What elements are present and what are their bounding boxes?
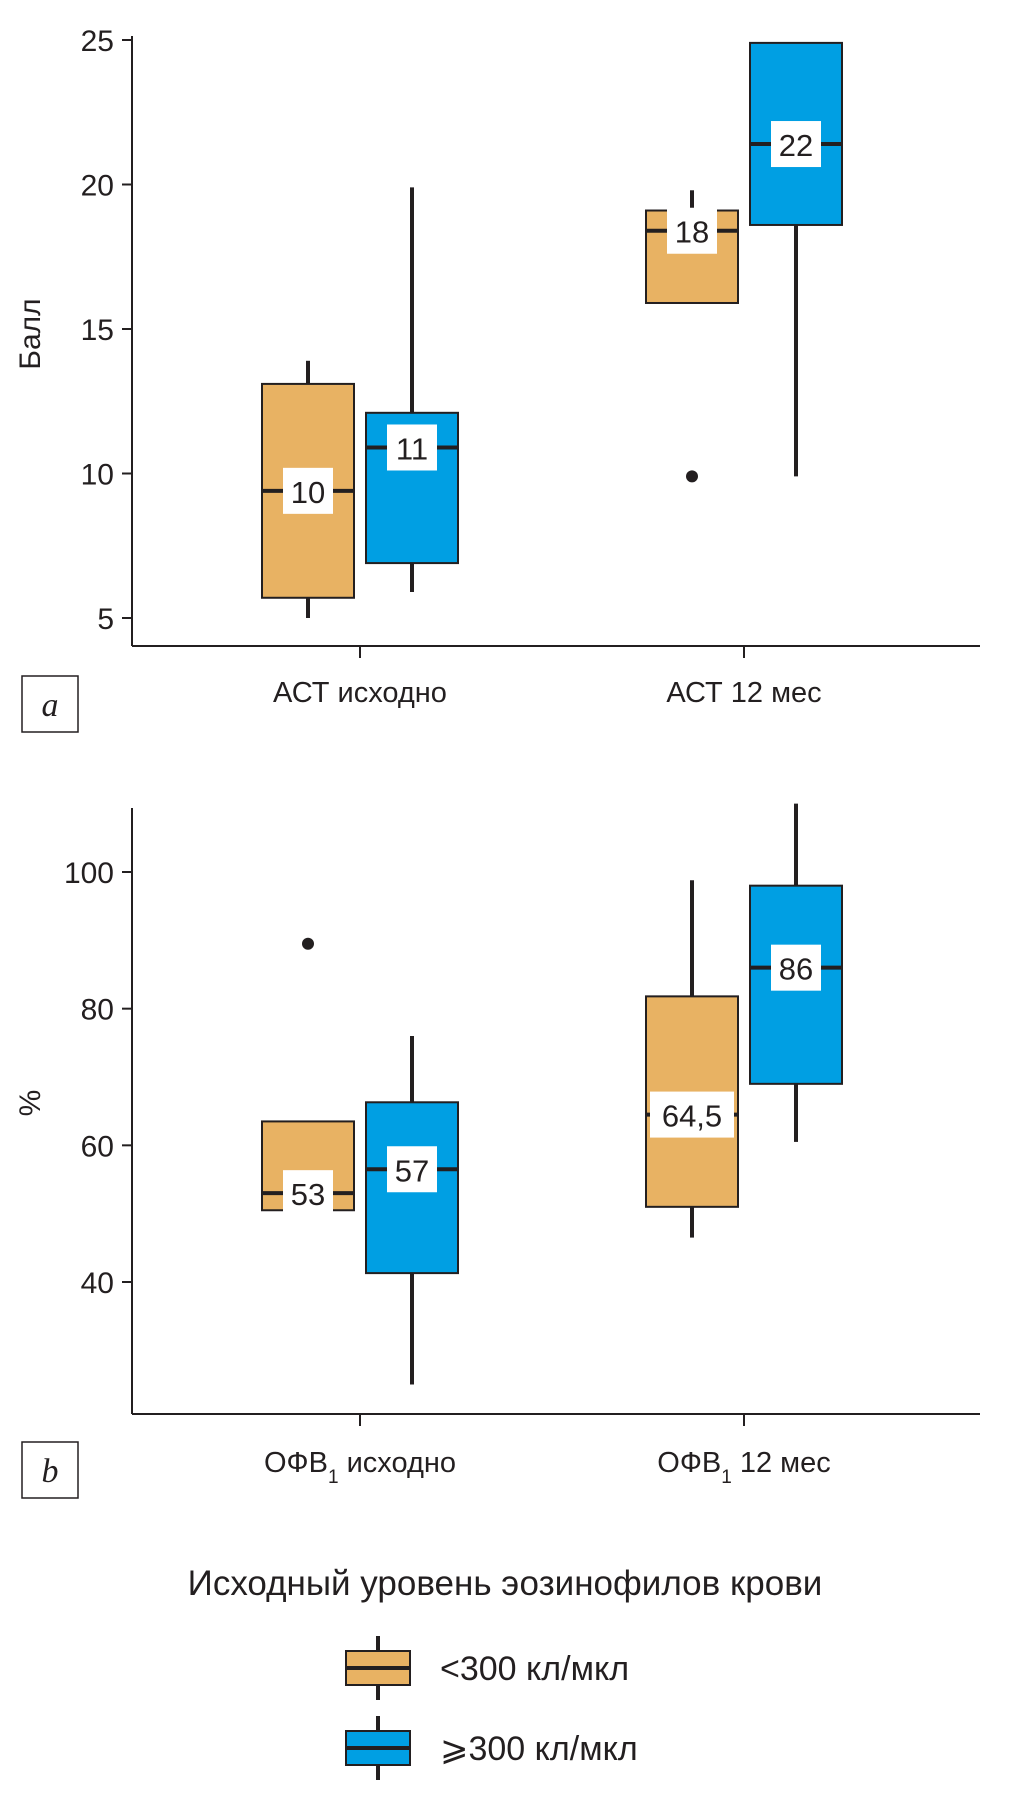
median-label: 18 — [675, 215, 709, 250]
category-label-subscript: 1 — [721, 1467, 732, 1488]
category-label-main: АСТ 12 мес — [666, 677, 821, 709]
panel-letter: b — [42, 1453, 59, 1490]
median-label-bg — [283, 1170, 333, 1217]
y-tick-label: 20 — [81, 170, 114, 203]
legend-item-high: ⩾300 кл/мкл — [345, 1716, 638, 1780]
y-tick-label: 15 — [81, 314, 114, 347]
category-label-suffix: 12 мес — [732, 1447, 831, 1479]
y-tick-label: 25 — [81, 25, 114, 58]
median-label: 64,5 — [662, 1099, 722, 1134]
panel-letter-box — [21, 675, 79, 733]
outlier-point — [686, 470, 698, 483]
median-label: 11 — [396, 431, 428, 466]
legend: Исходный уровень эозинофилов крови <300 … — [188, 1564, 823, 1780]
median-label-bg — [387, 1146, 437, 1193]
legend-item-label: ⩾300 кл/мкл — [440, 1730, 638, 1768]
x-category-label: ОФВ1 исходно — [264, 1447, 456, 1488]
y-tick-label: 100 — [64, 857, 114, 890]
category-label-main: ОФВ — [657, 1447, 721, 1479]
y-axis-label: % — [14, 1090, 47, 1117]
box-low-2: 64,5 — [645, 880, 739, 1238]
legend-item-low: <300 кл/мкл — [345, 1636, 629, 1700]
box-low-1: 53 — [261, 937, 355, 1217]
outlier-point — [302, 937, 314, 950]
panel-letter-box — [21, 1441, 79, 1499]
x-category-label: АСТ исходно — [273, 677, 447, 709]
y-axis-label: Балл — [14, 298, 47, 369]
y-tick-label: 10 — [81, 459, 114, 492]
y-tick-label: 80 — [81, 994, 114, 1027]
category-label-main: АСТ исходно — [273, 677, 447, 709]
box-low-2: 18 — [645, 190, 739, 483]
box-high-2: 86 — [749, 803, 843, 1142]
panel-a-chart: 5 10 15 20 25 Балл АСТ исходно АСТ 12 мес 10 18 11… — [14, 25, 980, 733]
median-label: 53 — [291, 1177, 325, 1212]
x-category-label: АСТ 12 мес — [666, 677, 821, 709]
panel-letter: a — [42, 687, 59, 724]
median-label-bg — [667, 207, 717, 254]
median-label: 86 — [779, 952, 813, 987]
category-label-subscript: 1 — [328, 1467, 339, 1488]
median-label-bg — [387, 424, 437, 471]
box-high-1: 11 — [365, 187, 459, 592]
median-label: 22 — [779, 128, 813, 163]
median-label-bg — [771, 944, 821, 991]
median-label: 10 — [291, 475, 325, 510]
median-label-bg — [283, 467, 333, 514]
x-category-label: ОФВ1 12 мес — [657, 1447, 830, 1488]
median-label-bg — [650, 1091, 734, 1138]
median-label-bg — [771, 121, 821, 168]
category-label-suffix: исходно — [339, 1447, 457, 1479]
y-tick-label: 5 — [97, 603, 114, 636]
legend-title: Исходный уровень эозинофилов крови — [188, 1564, 823, 1603]
box-high-2: 22 — [749, 41, 843, 477]
y-tick-label: 60 — [81, 1130, 114, 1163]
legend-item-label: <300 кл/мкл — [440, 1650, 629, 1688]
y-tick-label: 40 — [81, 1267, 114, 1300]
category-label-main: ОФВ — [264, 1447, 328, 1479]
box-high-1: 57 — [365, 1036, 459, 1385]
box-low-1: 10 — [261, 360, 355, 618]
median-label: 57 — [395, 1153, 429, 1188]
